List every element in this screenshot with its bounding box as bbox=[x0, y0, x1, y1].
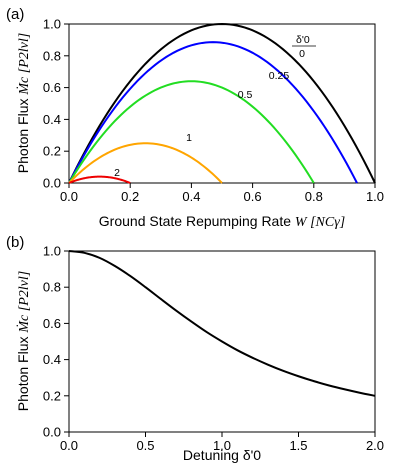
y-tick-label: 0.0 bbox=[43, 176, 61, 191]
x-tick-label: 0.8 bbox=[305, 189, 323, 204]
y-tick-label: 0.4 bbox=[43, 352, 61, 367]
panel-a-x-ticks: 0.0 0.2 0.4 0.6 0.8 1.0 bbox=[60, 183, 384, 204]
series-line-0.5 bbox=[68, 80, 315, 184]
y-tick-label: 0.6 bbox=[43, 316, 61, 331]
y-tick-label: 0.0 bbox=[43, 425, 61, 440]
panel-a-y-axis-label: Photon Flux Ṁc [P2lvl] bbox=[15, 33, 32, 173]
x-tick-label: 1.0 bbox=[213, 438, 231, 453]
panel-a-y-ticks: 0.0 0.2 0.4 0.6 0.8 1.0 bbox=[43, 17, 69, 191]
series-line-0 bbox=[68, 22, 376, 184]
panel-a-label: (a) bbox=[6, 6, 24, 23]
panel-b-y-ticks: 0.0 0.2 0.4 0.6 0.8 1.0 bbox=[43, 244, 69, 440]
panel-b-label: (b) bbox=[6, 234, 24, 251]
y-tick-label: 0.4 bbox=[43, 112, 61, 127]
x-tick-label: 0.6 bbox=[244, 189, 262, 204]
x-tick-label: 0.2 bbox=[121, 189, 139, 204]
x-tick-label: 0.0 bbox=[60, 438, 78, 453]
y-tick-label: 0.8 bbox=[43, 280, 61, 295]
y-tick-label: 0.2 bbox=[43, 388, 61, 403]
y-tick-label: 1.0 bbox=[43, 244, 61, 259]
series-line-2 bbox=[68, 175, 131, 184]
series-line-1 bbox=[68, 142, 223, 184]
y-tick-label: 1.0 bbox=[43, 17, 61, 32]
series-line-0.25 bbox=[68, 41, 358, 184]
panel-a-curves bbox=[68, 22, 376, 184]
series-label-0.25: 0.25 bbox=[269, 70, 290, 82]
panel-b-x-ticks: 0.0 0.5 1.0 1.5 2.0 bbox=[60, 432, 384, 453]
legend-title: δ'0 bbox=[292, 34, 316, 47]
panel-a-x-axis-label: Ground State Repumping Rate W [NCγ] bbox=[99, 213, 345, 230]
x-tick-label: 0.0 bbox=[60, 189, 78, 204]
x-tick-label: 2.0 bbox=[366, 438, 384, 453]
y-tick-label: 0.2 bbox=[43, 144, 61, 159]
panel-b-x-axis-label: Detuning δ'0 bbox=[183, 447, 261, 463]
legend-title-text: δ'0 bbox=[296, 34, 310, 46]
panel-b-y-axis-label: Photon Flux Ṁc [P2lvl] bbox=[15, 271, 32, 411]
x-tick-label: 0.4 bbox=[182, 189, 200, 204]
series-label-1: 1 bbox=[186, 132, 192, 144]
series-label-0.5: 0.5 bbox=[238, 89, 253, 101]
x-tick-label: 1.0 bbox=[366, 189, 384, 204]
panel-a-curve-labels: 0 0.25 0.5 1 2 bbox=[114, 48, 305, 179]
panel-b-curves bbox=[68, 250, 376, 397]
y-tick-label: 0.8 bbox=[43, 48, 61, 63]
detuning-curve bbox=[68, 250, 376, 397]
panel-a: (a) 0.0 0.2 0.4 0.6 0.8 1.0 0.0 0.2 0.4 0.6 0.8 1.… bbox=[6, 6, 384, 230]
series-label-2: 2 bbox=[114, 167, 120, 179]
x-tick-label: 1.5 bbox=[289, 438, 307, 453]
panel-b: (b) 0.0 0.5 1.0 1.5 2.0 0.0 0.2 0.4 0.6 0.8 1.0 D… bbox=[6, 234, 384, 463]
x-tick-label: 0.5 bbox=[136, 438, 154, 453]
y-tick-label: 0.6 bbox=[43, 80, 61, 95]
series-label-0: 0 bbox=[299, 48, 305, 60]
